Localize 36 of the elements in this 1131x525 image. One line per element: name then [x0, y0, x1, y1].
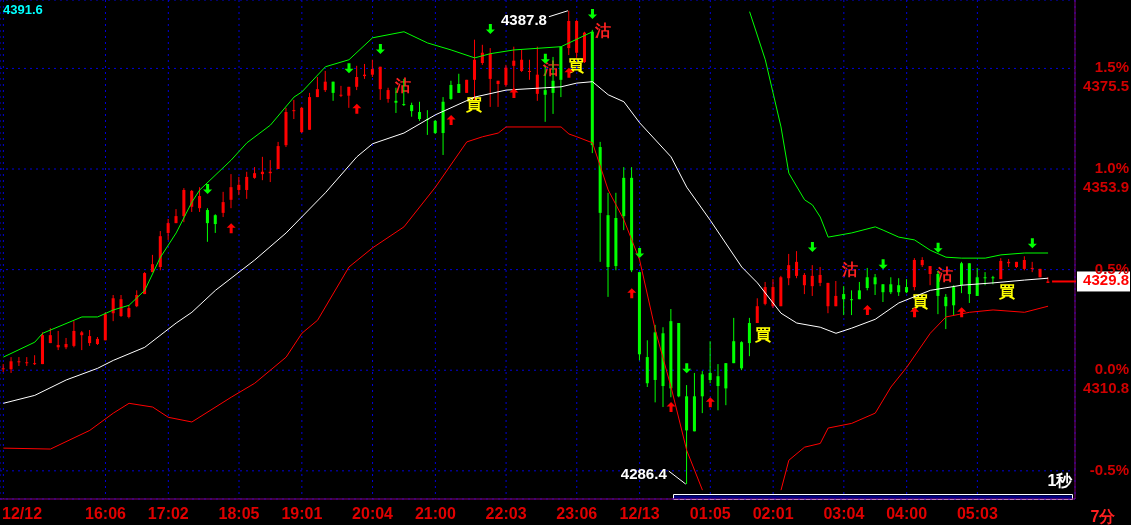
annotation: 買	[998, 283, 1015, 301]
x-tick-label: 03:04	[823, 505, 865, 522]
x-tick-label: 17:02	[147, 505, 189, 522]
y2-tick-label: 0.0%	[1094, 360, 1129, 378]
annotation: 買	[911, 293, 928, 311]
x-tick-label: 22:03	[485, 505, 527, 522]
x-tick-label: 02:01	[752, 505, 794, 522]
x-tick-label: 01:05	[689, 505, 731, 522]
annotation: 買	[754, 326, 771, 344]
text: 7分	[1090, 508, 1117, 525]
annotation: 沽	[936, 266, 953, 284]
x-tick-label: 19:01	[281, 505, 323, 522]
y2-tick-label: -0.5%	[1089, 460, 1129, 478]
y2-tick-label: 1.5%	[1094, 58, 1129, 76]
annotation: 沽	[841, 261, 858, 279]
x-tick-label: 04:00	[886, 505, 928, 522]
annotation: 買	[465, 96, 482, 114]
x-tick-label: 20:04	[352, 505, 394, 522]
y-tick-label: 4310.8	[1083, 379, 1129, 397]
x-tick-label: 16:06	[85, 505, 127, 522]
annotation: 沽	[594, 22, 611, 40]
annotation: 4391.6	[3, 2, 43, 18]
annotation: 買	[567, 57, 584, 75]
x-tick-label: 12/12	[2, 505, 43, 522]
x-tick-label: 21:00	[414, 505, 456, 522]
annotation: 4286.4	[620, 465, 668, 483]
x-tick-label: 23:06	[556, 505, 598, 522]
x-tick-label: 05:03	[956, 505, 998, 522]
annotation: 沽	[542, 60, 559, 78]
annotation: 4387.8	[501, 10, 547, 28]
annotation: 1秒	[1047, 472, 1074, 490]
x-tick-label: 12/13	[619, 505, 660, 522]
y2-tick-label: 1.0%	[1094, 158, 1129, 176]
y-tick-label: 4375.5	[1083, 77, 1129, 95]
x-tick-label: 18:05	[218, 505, 260, 522]
y-tick-label: 4353.9	[1083, 177, 1129, 195]
